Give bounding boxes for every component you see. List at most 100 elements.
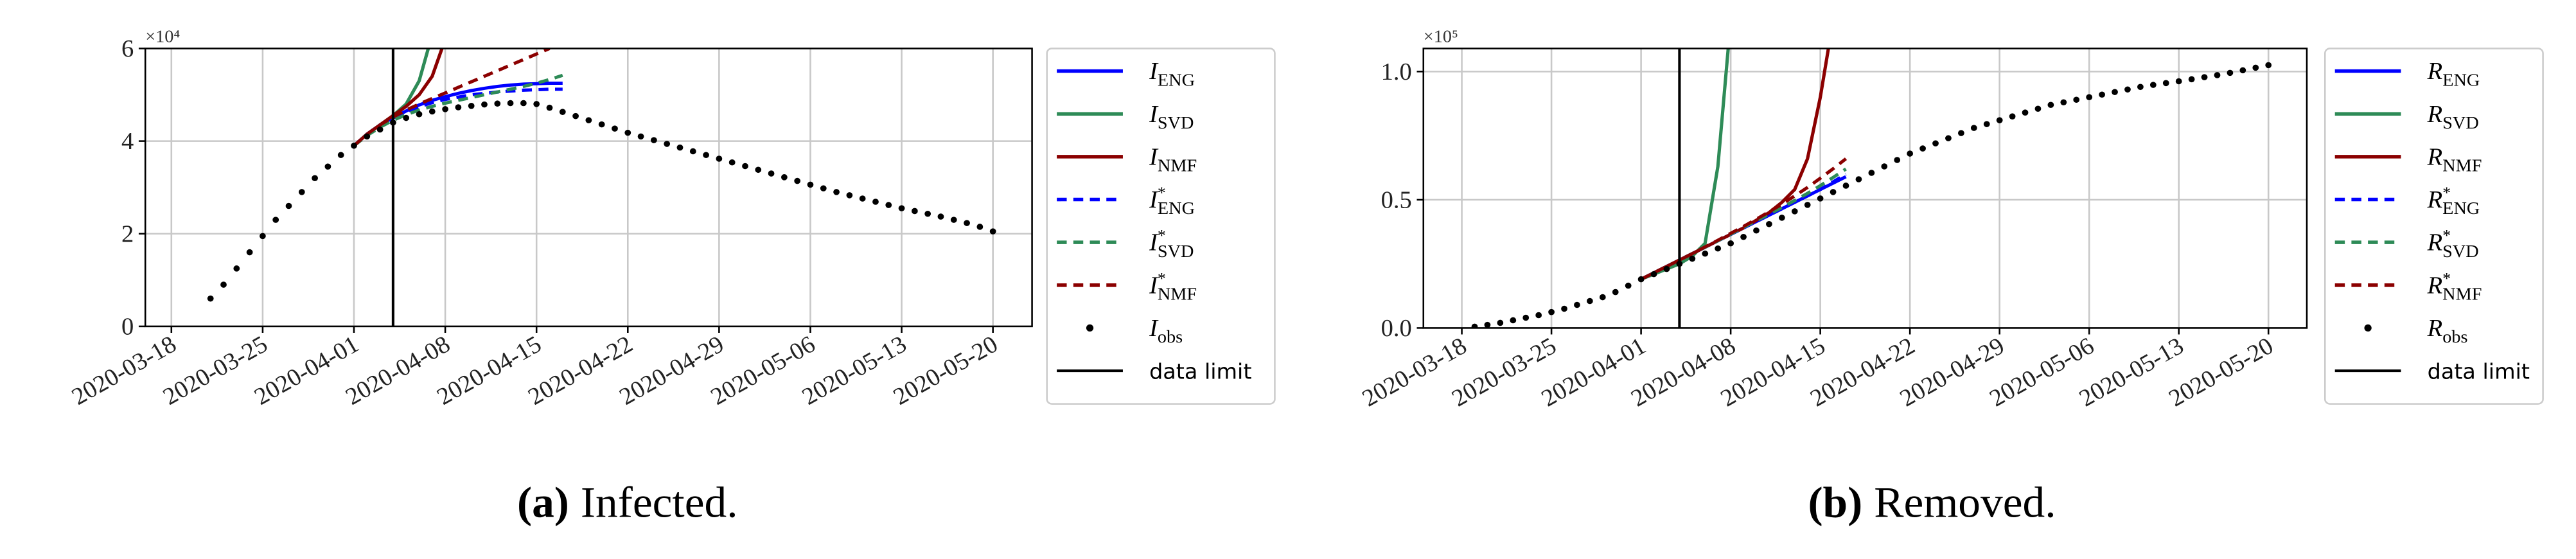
data-point [1663,265,1670,272]
data-point [2124,86,2131,93]
data-point [1945,135,1952,141]
data-point [1535,312,1542,319]
data-point [1842,182,1849,189]
data-point [2060,99,2067,106]
series-line [1640,48,1830,281]
legend-sub: ENG [2442,199,2480,218]
data-point [1471,323,1478,328]
data-point [533,101,540,107]
data-point [1830,189,1837,195]
data-point [1855,176,1862,182]
caption-label: (b) [1808,478,1862,526]
data-point [2137,84,2144,91]
x-tick-label: 2020-04-29 [615,331,728,411]
legend-symbol: R [2427,101,2443,128]
data-point [1791,208,1798,215]
data-point [1612,288,1619,296]
chart: 02462020-03-182020-03-252020-04-012020-0… [67,27,1276,526]
legend-label: RNMF [2427,144,2482,176]
legend-symbol: R [2427,186,2443,213]
data-point [1625,282,1632,289]
data-point [846,192,853,199]
data-point [403,114,410,121]
y-multiplier: ×10⁴ [145,27,180,47]
legend-label: RENG [2427,58,2480,91]
legend-sub: NMF [1158,285,1197,305]
data-point [207,295,214,302]
legend-box [1046,48,1276,405]
caption-text: Removed. [1874,478,2056,526]
caption: (b) Removed. [1808,478,2056,526]
caption-text: Infected. [581,478,738,526]
legend-sub: SVD [1158,113,1194,133]
y-tick-label: 0.5 [1381,187,1412,214]
legend-symbol: I [1149,101,1159,128]
data-point [1484,321,1491,328]
data-point [1778,215,1785,221]
data-point [612,125,618,132]
data-point [1727,240,1734,247]
legend-sup: * [1158,270,1166,288]
data-point [351,143,357,149]
series-line [1640,157,1848,281]
data-point [2099,91,2105,98]
legend-label: Iobs [1149,315,1183,347]
plot-frame [1422,48,2308,329]
data-point [689,148,696,155]
legend-sup: * [2442,227,2451,245]
legend-label: ISVD [1149,101,1194,133]
data-point [481,101,488,108]
data-point [637,133,644,140]
data-point [2214,72,2221,78]
legend-sub: obs [2442,327,2467,347]
data-point [1689,255,1696,262]
legend-symbol: I [1149,229,1159,256]
data-point [768,170,775,177]
data-point [2239,67,2246,74]
data-point [324,163,331,170]
legend-sub: ENG [2442,71,2480,91]
series-line [353,48,551,147]
data-point [1804,202,1811,208]
data-point [364,133,371,140]
data-point [2047,102,2054,109]
legend-label: I* NMF [1149,270,1197,305]
data-point [1715,245,1722,252]
data-point [220,281,227,288]
data-point [2201,74,2208,80]
data-point [1919,145,1926,152]
y-tick-label: 6 [121,35,134,62]
data-point [1907,150,1914,157]
y-multiplier: ×10⁵ [1424,27,1458,47]
legend-sup: * [2442,270,2451,288]
x-tick-label: 2020-04-08 [341,331,455,411]
data-point [1702,250,1709,257]
data-point [755,166,762,173]
data-point [2034,105,2042,112]
data-point [246,249,253,256]
data-point [494,100,501,107]
y-tick-label: 4 [121,129,134,155]
data-point [1548,308,1555,315]
data-point [1497,319,1504,326]
legend-symbol: R [2427,229,2443,256]
x-tick-label: 2020-03-18 [67,331,181,411]
data-point [885,202,892,208]
legend-symbol: R [2427,58,2443,85]
data-point [1970,125,1977,131]
data-point [872,199,879,205]
data-point [2149,82,2157,88]
legend-box [2324,48,2544,405]
data-point [455,104,462,111]
data-point [820,185,827,191]
data-point [651,137,657,143]
caption-label: (a) [517,478,569,526]
data-point [1637,276,1645,283]
legend-sub: ENG [1158,71,1195,91]
legend-sub: ENG [1158,199,1195,218]
data-point [1650,271,1657,278]
data-point [1574,301,1580,308]
data-point [676,144,684,151]
